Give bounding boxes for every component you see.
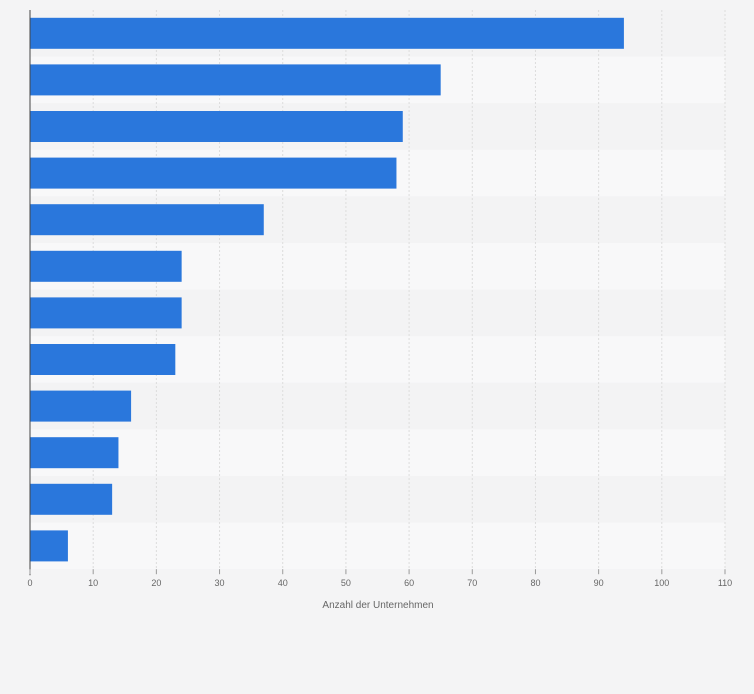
bar[interactable] — [30, 530, 68, 562]
x-tick-label: 80 — [530, 578, 540, 588]
x-tick-label: 110 — [718, 578, 732, 588]
x-tick-labels: 0 10 20 30 40 50 60 70 80 90 100 110 — [27, 578, 732, 588]
row-band — [30, 382, 725, 430]
bar[interactable] — [30, 157, 397, 189]
bar[interactable] — [30, 111, 403, 142]
bar[interactable] — [30, 250, 182, 282]
x-axis-title: Anzahl der Unternehmen — [322, 600, 433, 611]
x-tick-label: 0 — [27, 578, 32, 588]
bar[interactable] — [30, 64, 441, 96]
bar[interactable] — [30, 204, 264, 236]
row-band — [30, 476, 725, 523]
x-tick-label: 90 — [594, 578, 604, 588]
x-tick-label: 30 — [215, 578, 225, 588]
axes — [29, 10, 726, 576]
row-band — [30, 429, 725, 476]
x-tick-label: 10 — [88, 578, 98, 588]
bar[interactable] — [30, 344, 176, 375]
bar[interactable] — [30, 437, 119, 469]
bar[interactable] — [30, 390, 132, 422]
bars — [30, 17, 624, 562]
grid-lines — [92, 10, 726, 570]
row-band — [30, 522, 725, 570]
bar[interactable] — [30, 297, 182, 329]
x-tick-label: 60 — [404, 578, 414, 588]
x-tick-label: 50 — [341, 578, 351, 588]
bar[interactable] — [30, 483, 113, 515]
x-tick-label: 70 — [467, 578, 477, 588]
x-tick-label: 40 — [278, 578, 288, 588]
x-tick-label: 20 — [151, 578, 161, 588]
bar[interactable] — [30, 17, 624, 49]
x-tick-label: 100 — [654, 578, 669, 588]
